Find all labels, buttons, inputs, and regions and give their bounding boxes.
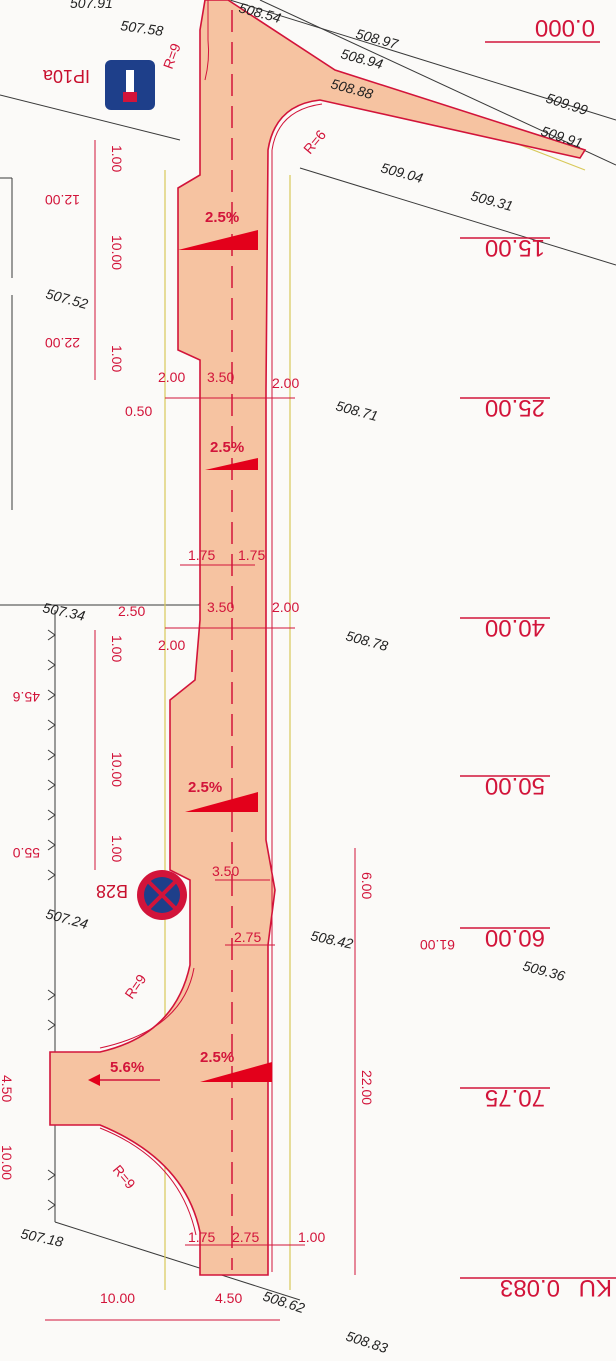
slope-label-4: 2.5% xyxy=(200,1049,234,1066)
dim-14: 1.00 xyxy=(109,635,125,662)
station-left-12: 12.00 xyxy=(45,192,80,208)
sign-b28: B28 xyxy=(96,870,187,920)
road-pavement xyxy=(49,0,587,1276)
sign-ip10a-label: IP10a xyxy=(42,66,90,86)
slope-labels: 2.5% 2.5% 2.5% 2.5% 5.6% xyxy=(110,209,244,1076)
elevation-18: 507.18 xyxy=(19,1225,64,1250)
elevation-2: 507.58 xyxy=(120,17,165,39)
dim-10: 2.50 xyxy=(118,603,145,619)
dim-27: 4.50 xyxy=(215,1290,242,1306)
elevation-20: 508.83 xyxy=(344,1328,390,1357)
slope-triangle-2 xyxy=(205,458,258,470)
elevation-14: 508.78 xyxy=(344,627,390,654)
slope-arrows xyxy=(88,230,272,1086)
station-0: 0.000 xyxy=(535,14,595,41)
station-labels: 0.000 15.00 25.00 40.00 50.00 60.00 61.0… xyxy=(13,14,616,1301)
radius-4: R=9 xyxy=(110,1162,139,1192)
dim-22: 10.00 xyxy=(0,1145,15,1180)
elevation-17: 509.36 xyxy=(521,957,567,984)
radius-1: R=9 xyxy=(160,41,184,71)
dim-3: 1.00 xyxy=(109,345,125,372)
slope-label-1: 2.5% xyxy=(205,209,239,226)
radius-3: R=9 xyxy=(121,971,149,1002)
dim-12: 2.00 xyxy=(272,599,299,615)
dim-18: 2.75 xyxy=(234,929,261,945)
dim-9: 1.75 xyxy=(238,547,265,563)
property-lines xyxy=(0,0,616,1301)
dim-17: 3.50 xyxy=(212,863,239,879)
dim-20: 22.00 xyxy=(359,1070,375,1105)
dim-23: 1.75 xyxy=(188,1229,215,1245)
dim-4: 2.00 xyxy=(158,369,185,385)
slope-arrowhead xyxy=(88,1074,100,1086)
elevation-9: 509.04 xyxy=(379,159,425,186)
dim-16: 1.00 xyxy=(109,835,125,862)
sign-b28-label: B28 xyxy=(96,881,128,901)
elevation-12: 508.71 xyxy=(334,397,380,424)
elevation-16: 508.42 xyxy=(309,927,354,952)
station-left-22: 22.00 xyxy=(45,335,80,351)
dim-6: 2.00 xyxy=(272,375,299,391)
elevation-15: 507.24 xyxy=(44,905,90,932)
elevation-11: 507.52 xyxy=(44,285,90,312)
station-left-55: 55.0 xyxy=(13,845,40,861)
slope-triangle-4 xyxy=(200,1062,272,1082)
elevation-19: 508.62 xyxy=(261,1288,307,1317)
slope-label-5: 5.6% xyxy=(110,1059,144,1076)
dim-2: 10.00 xyxy=(109,235,125,270)
dim-24: 2.75 xyxy=(232,1229,259,1245)
sign-ip10a: IP10a xyxy=(42,60,155,110)
slope-triangle-1 xyxy=(178,230,258,250)
dimension-lines xyxy=(45,140,356,1321)
elevation-13: 507.34 xyxy=(41,599,86,624)
station-61: 61.00 xyxy=(420,937,455,953)
dim-19: 6.00 xyxy=(359,872,375,899)
dim-11: 3.50 xyxy=(207,599,234,615)
dim-15: 10.00 xyxy=(109,752,125,787)
dim-25: 1.00 xyxy=(298,1229,325,1245)
elevation-5: 508.94 xyxy=(339,45,385,72)
slope-label-3: 2.5% xyxy=(188,779,222,796)
dim-13: 2.00 xyxy=(158,637,185,653)
dim-5: 3.50 xyxy=(207,369,234,385)
slope-label-2: 2.5% xyxy=(210,439,244,456)
elevation-1: 507.91 xyxy=(70,0,113,11)
dimension-labels: 1.00 10.00 1.00 2.00 3.50 2.00 0.50 1.75… xyxy=(0,145,375,1306)
dim-26: 10.00 xyxy=(100,1290,135,1306)
slope-triangle-3 xyxy=(185,792,258,812)
boundary-ticks xyxy=(47,629,56,1211)
radius-2: R=6 xyxy=(300,127,329,157)
elevation-4: 508.97 xyxy=(354,25,401,52)
dim-7: 0.50 xyxy=(125,403,152,419)
elevation-10: 509.31 xyxy=(469,187,515,214)
elevation-labels: 507.91 507.58 508.54 508.97 508.94 508.8… xyxy=(19,0,590,1356)
dim-21: 4.50 xyxy=(0,1075,15,1102)
dim-1: 1.00 xyxy=(109,145,125,172)
elevation-7: 509.99 xyxy=(544,90,590,119)
dim-8: 1.75 xyxy=(188,547,215,563)
station-left-45: 45.6 xyxy=(13,689,40,705)
